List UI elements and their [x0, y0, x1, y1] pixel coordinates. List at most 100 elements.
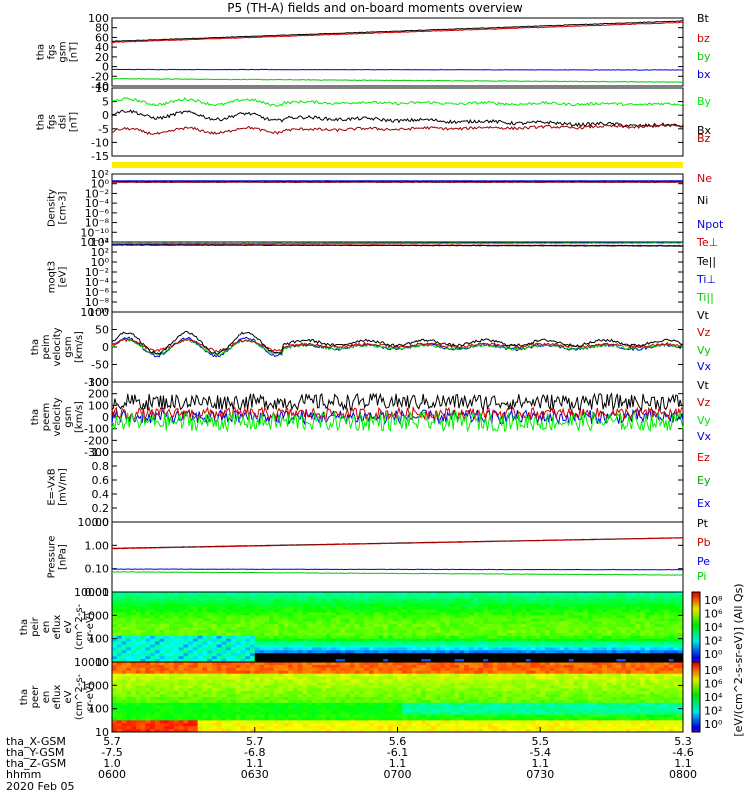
spectrogram-cell — [378, 638, 384, 642]
spectrogram-cell — [221, 597, 227, 602]
spectrogram-cell — [635, 659, 641, 663]
spectrogram-cell — [668, 635, 674, 640]
spectrogram-cell — [478, 612, 484, 616]
spectrogram-cell — [207, 594, 213, 599]
spectrogram-cell — [254, 603, 260, 607]
spectrogram-cell — [397, 627, 403, 631]
spectrogram-cell — [354, 717, 360, 721]
spectrogram-cell — [297, 653, 303, 657]
spectrogram-cell — [269, 606, 275, 610]
y-axis-label: eV — [63, 620, 74, 633]
spectrogram-cell — [421, 603, 427, 607]
spectrogram-cell — [150, 676, 156, 680]
spectrogram-cell — [192, 656, 199, 660]
spectrogram-cell — [449, 621, 455, 625]
spectrogram-cell — [269, 711, 275, 715]
y-tick-label: 10⁻⁸ — [85, 217, 110, 230]
spectrogram-cell — [440, 711, 446, 715]
spectrogram-cell — [383, 679, 389, 683]
spectrogram-cell — [273, 592, 279, 596]
spectrogram-cell — [307, 592, 313, 596]
spectrogram-cell — [564, 603, 570, 607]
spectrogram-cell — [340, 673, 346, 677]
spectrogram-cell — [131, 667, 137, 672]
spectrogram-cell — [411, 702, 417, 707]
spectrogram-cell — [264, 676, 270, 680]
spectrogram-cell — [326, 647, 332, 651]
spectrogram-cell — [140, 708, 146, 712]
spectrogram-cell — [421, 624, 427, 628]
spectrogram-cell — [387, 697, 394, 701]
spectrogram-cell — [221, 664, 227, 669]
spectrogram-cell — [430, 597, 436, 602]
spectrogram-cell — [226, 653, 232, 657]
spectrogram-cell — [473, 627, 479, 631]
spectrogram-cell — [445, 694, 451, 698]
spectrogram-cell — [188, 606, 194, 610]
spectrogram-cell — [497, 635, 503, 640]
spectrogram-cell — [183, 615, 189, 619]
spectrogram-cell — [492, 650, 498, 654]
spectrogram-cell — [126, 729, 132, 733]
spectrogram-cell — [440, 653, 446, 657]
spectrogram-cell — [311, 597, 318, 602]
spectrogram-cell — [421, 662, 427, 666]
spectrogram-cell — [421, 676, 427, 680]
spectrogram-cell — [221, 624, 227, 628]
spectrogram-cell — [678, 641, 684, 645]
spectrogram-cell — [192, 594, 199, 599]
spectrogram-cell — [192, 720, 199, 724]
spectrogram-cell — [535, 656, 541, 660]
spectrogram-cell — [316, 624, 322, 628]
spectrogram-cell — [164, 612, 170, 616]
spectrogram-cell — [302, 606, 308, 610]
spectrogram-cell — [302, 656, 308, 660]
spectrogram-cell — [131, 618, 137, 622]
spectrogram-cell — [140, 702, 146, 707]
spectrogram-cell — [211, 632, 218, 637]
spectrogram-cell — [116, 635, 122, 640]
spectrogram-cell — [459, 697, 465, 701]
spectrogram-cell — [392, 717, 398, 721]
spectrogram-cell — [140, 644, 146, 648]
spectrogram-cell — [449, 594, 455, 599]
spectrogram-cell — [421, 682, 427, 686]
spectrogram-cell — [473, 679, 479, 683]
spectrogram-cell — [197, 618, 203, 622]
spectrogram-cell — [478, 592, 484, 596]
spectrogram-cell — [321, 702, 327, 707]
spectrogram-cell — [440, 647, 446, 651]
spectrogram-cell — [554, 603, 560, 607]
y-tick-label: -5 — [98, 123, 109, 136]
spectrogram-cell — [192, 726, 199, 730]
spectrogram-cell — [435, 597, 441, 602]
spectrogram-cell — [131, 656, 137, 660]
spectrogram-cell — [397, 629, 403, 634]
spectrogram-cell — [364, 600, 370, 605]
spectrogram-cell — [354, 635, 360, 640]
y-tick-label: 0.10 — [85, 563, 110, 576]
spectrogram-cell — [121, 670, 127, 675]
spectrogram-cell — [230, 624, 237, 628]
spectrogram-cell — [468, 647, 475, 651]
spectrogram-cell — [545, 653, 551, 657]
spectrogram-cell — [116, 638, 122, 642]
spectrogram-cell — [131, 597, 137, 602]
spectrogram-cell — [611, 615, 617, 619]
spectrogram-cell — [349, 694, 356, 698]
spectrogram-cell — [364, 723, 370, 727]
spectrogram-cell — [387, 612, 394, 616]
spectrogram-cell — [150, 644, 156, 648]
spectrogram-cell — [468, 621, 475, 625]
spectrogram-cell — [126, 659, 132, 663]
spectrogram-cell — [135, 667, 141, 672]
spectrogram-cell — [592, 609, 598, 613]
spectrogram-cell — [340, 612, 346, 616]
spectrogram-cell — [663, 624, 670, 628]
spectrogram-cell — [445, 670, 451, 675]
spectrogram-cell — [297, 650, 303, 654]
spectrogram-cell — [435, 627, 441, 631]
spectrogram-cell — [154, 656, 160, 660]
spectrogram-cell — [387, 650, 394, 654]
spectrogram-cell — [592, 594, 598, 599]
